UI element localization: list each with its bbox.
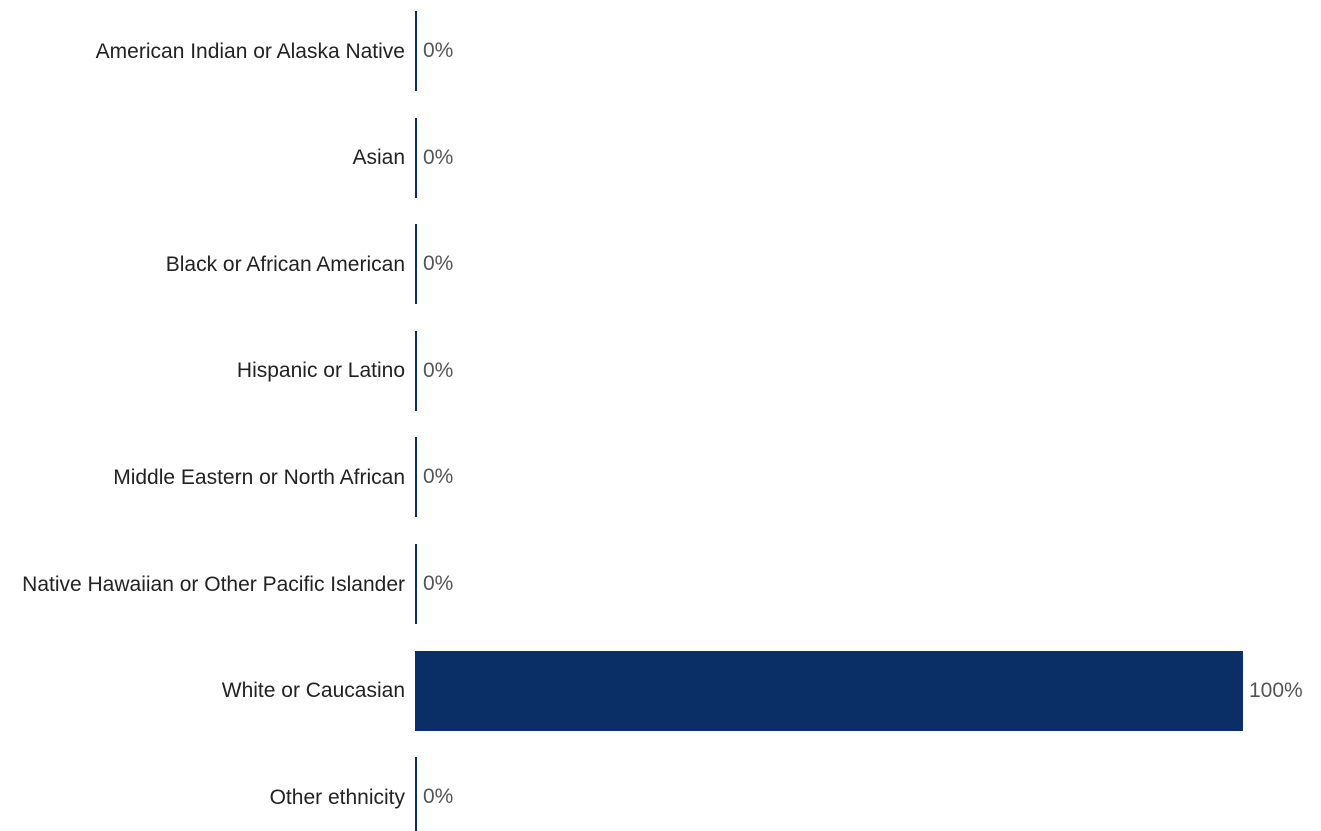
- bar: [415, 544, 417, 624]
- value-label: 0%: [423, 358, 454, 382]
- value-label: 0%: [423, 572, 454, 595]
- category-label: Native Hawaiian or Other Pacific Islande…: [22, 572, 405, 596]
- value-label: 100%: [1249, 678, 1303, 702]
- bar: [415, 117, 417, 198]
- bar: [415, 11, 417, 91]
- bar: [415, 330, 417, 411]
- category-label: Other ethnicity: [269, 785, 405, 809]
- value-label: 0%: [423, 785, 454, 809]
- category-label: Asian: [352, 146, 405, 170]
- value-label: 0%: [423, 145, 454, 169]
- bar: [415, 757, 417, 831]
- value-label: 0%: [423, 465, 454, 489]
- category-label: Middle Eastern or North African: [113, 465, 405, 489]
- category-label: Hispanic or Latino: [236, 359, 405, 383]
- value-label: 0%: [423, 39, 454, 62]
- category-label: American Indian or Alaska Native: [95, 39, 405, 63]
- category-label: Black or African American: [165, 252, 405, 276]
- bar: [415, 437, 417, 518]
- bar: [415, 650, 1243, 731]
- value-label: 0%: [423, 252, 454, 276]
- category-label: White or Caucasian: [221, 679, 405, 703]
- bar: [415, 224, 417, 305]
